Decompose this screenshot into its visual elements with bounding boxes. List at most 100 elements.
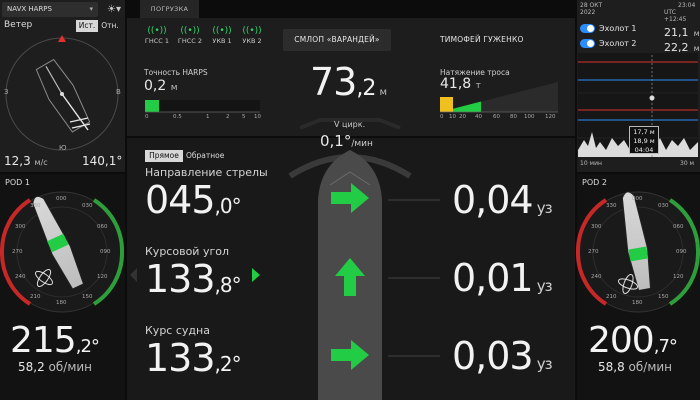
wind-title: Ветер: [4, 20, 33, 30]
echo-tooltip-line-1: 17,7 м: [633, 128, 655, 136]
pod1-angle-frac: ,2°: [75, 336, 100, 357]
pod2-rpm-value: 58,8: [598, 360, 625, 374]
pod1-tick-180: 180: [56, 300, 67, 306]
speed-row-3: 0,03 уз: [452, 334, 553, 378]
echo-tooltip-line-2: 18,9 м: [633, 137, 655, 145]
wind-speed-unit: м/с: [34, 158, 48, 167]
signal-icon: ((•)): [242, 26, 262, 36]
pod2-tick-300: 300: [591, 224, 602, 230]
echo-tooltip: 17,7 м 18,9 м 04:04: [629, 126, 659, 154]
wind-speed-value: 12,3: [4, 154, 31, 168]
speed-row-2-unit: уз: [536, 277, 553, 295]
pod1-rpm-value: 58,2: [18, 360, 45, 374]
pod2-rpm: 58,8 об/мин: [598, 360, 672, 374]
arrow-up-icon: [335, 258, 365, 296]
tension-tick-80: 80: [510, 114, 517, 120]
pod1-tick-210: 210: [30, 294, 41, 300]
tension-tick-10: 10: [449, 114, 456, 120]
distance-unit: м: [379, 87, 386, 98]
accuracy-tick-10: 10: [254, 114, 261, 120]
heading-angle-frac: ,8°: [214, 273, 242, 297]
pod2-tick-060: 060: [673, 224, 684, 230]
clock-time: 23:04: [678, 2, 696, 9]
vessel-name-button[interactable]: СМЛОП «ВАРАНДЕЙ»: [283, 29, 391, 51]
echo2-value: 22,2: [664, 41, 689, 54]
accuracy-title: Точность HARPS: [144, 68, 208, 77]
pod2-tick-090: 090: [676, 249, 687, 255]
tension-value-num: 41,8: [440, 76, 472, 92]
pod1-tick-060: 060: [97, 224, 108, 230]
heading-angle-title: Курсовой угол: [145, 245, 229, 258]
chevron-down-icon: ▾: [89, 5, 93, 13]
signal-vhf1: ((•)) УКВ 1: [205, 26, 239, 45]
pod2-rpm-unit: об/мин: [628, 360, 673, 374]
echo1-value: 21,1: [664, 26, 689, 39]
wind-cardinal-w: З: [4, 88, 9, 96]
wind-speed: 12,3 м/с: [4, 154, 48, 168]
tension-tick-40: 40: [475, 114, 482, 120]
speed-row-2-value: 0,01: [452, 256, 534, 300]
signal-icon: ((•)): [212, 26, 232, 36]
pod1-dial: [0, 191, 125, 313]
tension-tick-60: 60: [493, 114, 500, 120]
pod1-title: POD 1: [5, 178, 30, 187]
echo-axis-right: 30 м: [680, 160, 695, 167]
speed-row-2: 0,01 уз: [452, 256, 553, 300]
echo1-toggle[interactable]: [580, 24, 595, 33]
turn-rate-unit: /мин: [351, 139, 373, 149]
arrow-right-icon: [331, 183, 369, 213]
echo1-readout: 21,1 м: [664, 21, 700, 40]
course-frac: ,2°: [214, 352, 242, 376]
echo-tooltip-line-3: 04:04: [634, 146, 654, 154]
tension-tick-0: 0: [440, 114, 444, 120]
accuracy-tick-1: 1: [206, 114, 210, 120]
tension-tick-120: 120: [545, 114, 556, 120]
wind-cardinal-e: В: [116, 88, 121, 96]
echo2-toggle[interactable]: [580, 39, 595, 48]
signal-gnss1: ((•)) ГНСС 1: [140, 26, 174, 45]
sun-icon[interactable]: ☀▾: [107, 4, 121, 15]
vessel-select-label: NAVX HARPS: [7, 5, 52, 13]
heading-right-arrow-icon[interactable]: [252, 268, 260, 282]
pod1-tick-000: 000: [56, 196, 67, 202]
heading-angle-int: 133: [145, 257, 216, 301]
pod2-tick-240: 240: [591, 274, 602, 280]
heading-angle-readout: 133,8°: [145, 257, 242, 301]
distance-frac: ,2: [356, 76, 376, 101]
turn-rate-readout: 0,1°/мин: [320, 132, 373, 150]
tension-title: Натяжение троса: [440, 68, 510, 77]
pod1-tick-120: 120: [97, 274, 108, 280]
wind-mode-true-button[interactable]: Ист.: [76, 20, 98, 32]
echo1-label: Эхолот 1: [599, 24, 637, 33]
speed-row-1-value: 0,04: [452, 178, 534, 222]
tension-tick-20: 20: [459, 114, 466, 120]
pod2-tick-210: 210: [606, 294, 617, 300]
pod2-angle: 200,7°: [588, 320, 678, 361]
clock-timezone: UTC +12:45: [664, 9, 687, 23]
echo2-readout: 22,2 м: [664, 36, 700, 55]
date-day: 28 ОКТ: [580, 2, 603, 9]
signal-gnss2: ((•)) ГНСС 2: [173, 26, 207, 45]
vessel-select[interactable]: NAVX HARPS ▾: [2, 2, 98, 17]
boom-direction-readout: 045,0°: [145, 178, 242, 222]
pod1-angle-int: 215: [10, 320, 77, 361]
speed-row-1: 0,04 уз: [452, 178, 553, 222]
pod2-tick-120: 120: [673, 274, 684, 280]
distance-int: 73: [310, 60, 357, 104]
speed-row-1-unit: уз: [536, 199, 553, 217]
accuracy-tick-0: 0: [145, 114, 149, 120]
mode-reverse-button[interactable]: Обратное: [186, 151, 225, 160]
course-readout: 133,2°: [145, 336, 242, 380]
wind-direction: 140,1°: [82, 154, 123, 168]
pod1-rpm: 58,2 об/мин: [18, 360, 92, 374]
tab-loading[interactable]: ПОГРУЗКА: [140, 0, 199, 18]
tension-unit: т: [475, 81, 481, 91]
pod1-tick-030: 030: [82, 203, 93, 209]
boom-direction-title: Направление стрелы: [145, 166, 268, 179]
heading-left-arrow-icon[interactable]: [130, 268, 137, 282]
tension-tick-100: 100: [524, 114, 535, 120]
mode-direct-button[interactable]: Прямое: [145, 150, 183, 162]
wind-mode-relative-button[interactable]: Отн.: [101, 21, 119, 30]
